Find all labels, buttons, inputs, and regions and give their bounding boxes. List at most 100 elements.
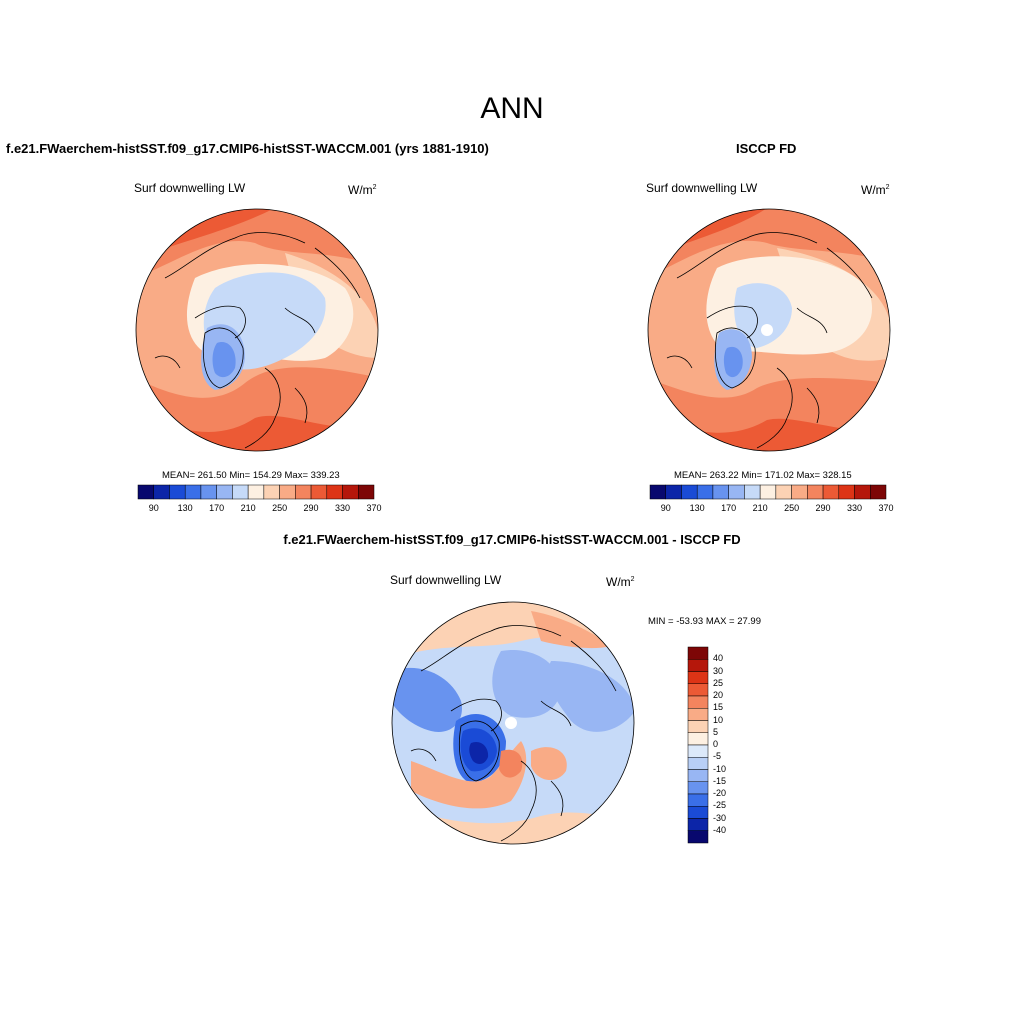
colorbar-swatch — [153, 484, 170, 500]
colorbar-swatch — [295, 484, 312, 500]
colorbar-tick-label: 170 — [209, 503, 225, 513]
map-boundary — [391, 601, 635, 845]
colorbar-tick-label: 90 — [660, 503, 671, 513]
colorbar-swatch — [870, 484, 887, 500]
colorbar-tick-label: -5 — [713, 751, 722, 762]
panel-title-model: f.e21.FWaerchem-histSST.f09_g17.CMIP6-hi… — [6, 141, 489, 156]
variable-label-diff: Surf downwelling LW — [390, 573, 502, 587]
field-warm-southeast — [531, 747, 567, 781]
colorbar-tick-label: 130 — [689, 503, 705, 513]
coastlines — [666, 232, 873, 449]
colorbar-swatch — [712, 484, 729, 500]
units-label-diff: W/m2 — [606, 575, 635, 589]
colorbar-tick-label: 210 — [752, 503, 768, 513]
colorbar-tick-label: -30 — [713, 812, 727, 823]
colorbar-tick-label: 330 — [335, 503, 351, 513]
variable-label-obs: Surf downwelling LW — [646, 181, 758, 195]
polar-map-obs — [647, 208, 891, 452]
coastlines — [410, 625, 617, 842]
colorbar-tick-label: -10 — [713, 763, 727, 774]
colorbar-tick-label: -15 — [713, 775, 727, 786]
colorbar-swatch — [279, 484, 296, 500]
field-cold-greenland-core — [723, 346, 743, 378]
units-label-model: W/m2 — [348, 183, 377, 197]
colorbar-tick-label: 20 — [713, 690, 724, 700]
colorbar-swatch — [184, 484, 202, 500]
colorbar-swatch — [687, 757, 709, 770]
panel-title-diff: f.e21.FWaerchem-histSST.f09_g17.CMIP6-hi… — [283, 532, 741, 547]
colorbar-swatch — [681, 484, 698, 500]
colorbar-swatch — [744, 484, 761, 500]
map-boundary — [647, 208, 891, 452]
colorbar-swatch — [169, 484, 186, 500]
colorbar-tick-label: 370 — [366, 503, 382, 513]
colorbar-swatch — [687, 671, 709, 684]
colorbar-ticks-model: 90 130 170 210 250 290 330 370 — [138, 503, 382, 515]
missing-data-pole — [761, 324, 773, 336]
colorbar-swatch — [687, 732, 709, 746]
field-cold-greenland-core — [212, 342, 236, 378]
colorbar-swatch — [137, 484, 154, 500]
stats-diff: MIN = -53.93 MAX = 27.99 — [648, 616, 762, 627]
colorbar-swatch — [687, 793, 709, 807]
colorbar-swatch — [326, 484, 343, 500]
colorbar-swatch — [687, 830, 709, 844]
colorbar-swatch — [687, 646, 709, 660]
field-cold-arctic — [734, 283, 792, 348]
colorbar-swatch — [687, 695, 709, 709]
colorbar-swatch — [263, 484, 280, 500]
colorbar-ticks-diff: 40 30 25 20 15 10 5 0 -5 -10 -15 -20 -25 -30 -40 — [713, 647, 753, 843]
panel-title-obs: ISCCP FD — [736, 141, 797, 156]
field-warm-south — [411, 741, 527, 809]
stats-obs: MEAN= 263.22 Min= 171.02 Max= 328.15 — [674, 470, 852, 481]
units-label-obs: W/m2 — [861, 183, 890, 197]
colorbar-swatch — [822, 484, 840, 500]
field-cold-center — [492, 650, 561, 718]
colorbar-tick-label: -20 — [713, 788, 727, 798]
colorbar-tick-label: -40 — [713, 824, 727, 835]
colorbar-swatch — [838, 484, 855, 500]
colorbar-tick-label: -25 — [713, 800, 727, 811]
colorbar-swatch — [687, 781, 709, 795]
colorbar-swatch — [687, 769, 709, 782]
colorbar-tick-label: 250 — [272, 503, 288, 513]
field-warm-south-core — [499, 749, 523, 778]
polar-map-diff — [391, 601, 635, 845]
figure-title: ANN — [480, 92, 544, 125]
colorbar-obs — [649, 484, 887, 500]
colorbar-tick-label: 170 — [721, 503, 737, 513]
colorbar-swatch — [775, 484, 792, 500]
colorbar-tick-label: 5 — [713, 726, 719, 737]
colorbar-swatch — [216, 484, 233, 500]
coastlines — [154, 232, 361, 449]
colorbar-swatch — [854, 484, 871, 500]
colorbar-swatch — [342, 484, 359, 500]
colorbar-tick-label: 10 — [713, 714, 724, 725]
colorbar-swatch — [358, 484, 375, 500]
colorbar-tick-label: 370 — [878, 503, 894, 513]
colorbar-swatch — [728, 484, 745, 500]
field-cold-east — [547, 661, 634, 732]
colorbar-swatch — [687, 708, 709, 721]
map-boundary — [135, 208, 379, 452]
colorbar-swatch — [791, 484, 808, 500]
colorbar-tick-label: 30 — [713, 665, 724, 676]
colorbar-swatch — [687, 806, 709, 819]
colorbar-swatch — [665, 484, 682, 500]
colorbar-tick-label: 250 — [784, 503, 800, 513]
colorbar-swatch — [232, 484, 249, 500]
variable-label-model: Surf downwelling LW — [134, 181, 246, 195]
colorbar-ticks-obs: 90 130 170 210 250 290 330 370 — [650, 503, 894, 515]
field-warm-topright — [531, 611, 611, 649]
colorbar-swatch — [687, 683, 709, 697]
colorbar-swatch — [759, 484, 777, 500]
stats-model: MEAN= 261.50 Min= 154.29 Max= 339.23 — [162, 470, 340, 481]
missing-data-pole — [505, 717, 517, 729]
colorbar-swatch — [687, 659, 709, 672]
colorbar-swatch — [807, 484, 824, 500]
colorbar-swatch — [687, 744, 709, 758]
colorbar-tick-label: 290 — [815, 503, 831, 513]
colorbar-tick-label: 130 — [177, 503, 193, 513]
field-cold-greenland-deep — [469, 741, 489, 765]
colorbar-tick-label: 330 — [847, 503, 863, 513]
